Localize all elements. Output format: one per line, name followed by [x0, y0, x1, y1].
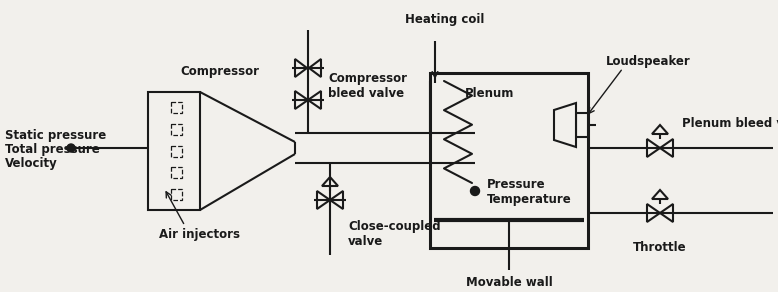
Polygon shape	[652, 190, 668, 199]
Polygon shape	[308, 91, 321, 109]
Text: Compressor: Compressor	[180, 65, 260, 78]
Text: Static pressure: Static pressure	[5, 129, 107, 142]
Polygon shape	[660, 139, 673, 157]
Polygon shape	[330, 191, 343, 209]
Text: Close-coupled
valve: Close-coupled valve	[348, 220, 440, 248]
Bar	[148, 92, 200, 210]
Text: Plenum: Plenum	[465, 87, 515, 100]
Bar	[171, 145, 182, 157]
Polygon shape	[317, 191, 330, 209]
Text: Temperature: Temperature	[487, 192, 572, 206]
Polygon shape	[295, 91, 308, 109]
Text: Loudspeaker: Loudspeaker	[606, 55, 691, 68]
Bar	[171, 124, 182, 135]
Bar	[171, 167, 182, 178]
Text: Plenum bleed valve: Plenum bleed valve	[682, 117, 778, 130]
Bar	[430, 73, 588, 248]
Polygon shape	[554, 103, 576, 147]
Polygon shape	[322, 177, 338, 186]
Text: Heating coil: Heating coil	[405, 13, 485, 26]
Polygon shape	[652, 125, 668, 134]
Circle shape	[67, 144, 75, 152]
Text: Pressure: Pressure	[487, 178, 545, 192]
Text: Movable wall: Movable wall	[465, 276, 552, 289]
Bar	[171, 189, 182, 200]
Text: Throttle: Throttle	[633, 241, 687, 254]
Text: Velocity: Velocity	[5, 157, 58, 171]
Bar	[576, 113, 588, 137]
Polygon shape	[647, 204, 660, 222]
Text: Total pressure: Total pressure	[5, 143, 100, 157]
Bar	[171, 102, 182, 113]
Polygon shape	[309, 59, 321, 77]
Polygon shape	[660, 204, 673, 222]
Circle shape	[471, 187, 479, 196]
Polygon shape	[295, 59, 307, 77]
Text: Air injectors: Air injectors	[159, 228, 240, 241]
Text: Compressor
bleed valve: Compressor bleed valve	[328, 72, 407, 100]
Polygon shape	[647, 139, 660, 157]
